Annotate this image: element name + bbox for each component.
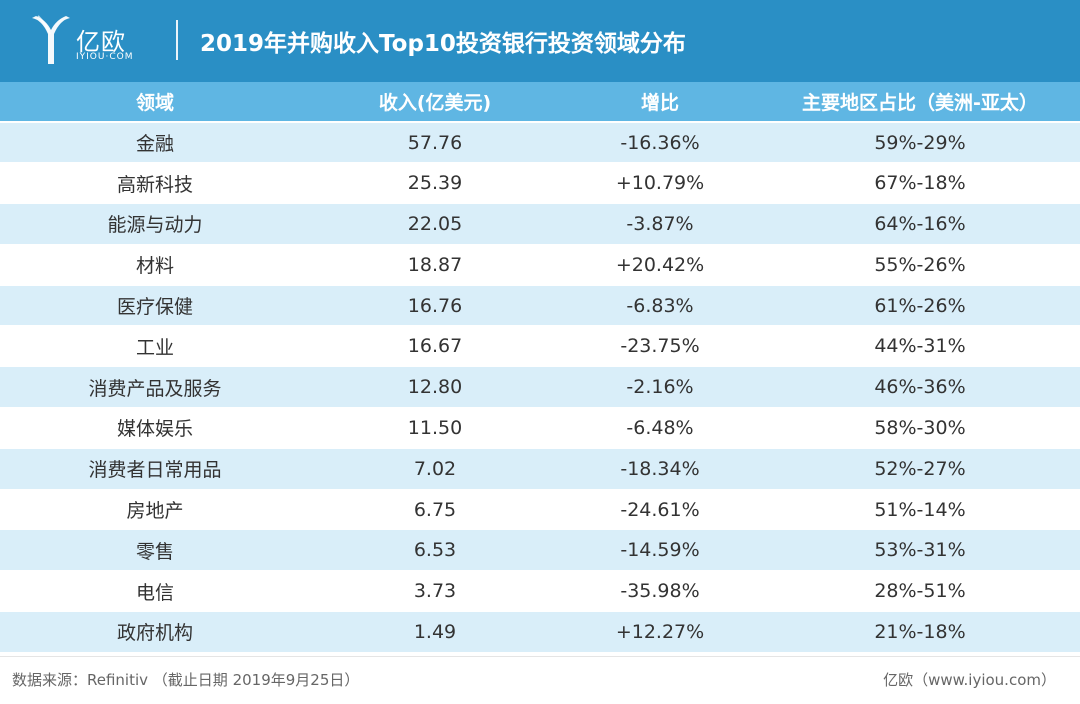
cell-region-share: 28%-51% (760, 570, 1080, 613)
cell-revenue: 6.53 (310, 529, 560, 572)
table-row: 媒体娱乐 11.50 -6.48% 58%-30% (0, 407, 1080, 449)
cell-revenue: 57.76 (310, 122, 560, 164)
cell-domain: 零售 (0, 529, 310, 572)
cell-revenue: 25.39 (310, 162, 560, 205)
cell-growth: -16.36% (560, 122, 760, 164)
cell-domain: 高新科技 (0, 162, 310, 205)
cell-domain: 政府机构 (0, 611, 310, 653)
cell-region-share: 51%-14% (760, 489, 1080, 531)
cell-domain: 消费产品及服务 (0, 366, 310, 409)
data-table: 领域 收入(亿美元) 增比 主要地区占比（美洲-亚太） 金融 57.76 -16.3… (0, 82, 1080, 653)
table-header-row: 领域 收入(亿美元) 增比 主要地区占比（美洲-亚太） (0, 82, 1080, 123)
footer: 数据来源：Refinitiv （截止日期 2019年9月25日） 亿欧（www.… (0, 656, 1080, 704)
cell-region-share: 44%-31% (760, 325, 1080, 368)
column-header-region-share: 主要地区占比（美洲-亚太） (760, 82, 1080, 123)
cell-region-share: 61%-26% (760, 285, 1080, 327)
cell-revenue: 18.87 (310, 244, 560, 286)
cell-revenue: 16.67 (310, 325, 560, 368)
table-row: 消费产品及服务 12.80 -2.16% 46%-36% (0, 366, 1080, 409)
cell-growth: -2.16% (560, 366, 760, 409)
cell-growth: -6.83% (560, 285, 760, 327)
cell-revenue: 16.76 (310, 285, 560, 327)
cell-region-share: 67%-18% (760, 162, 1080, 205)
cell-domain: 电信 (0, 570, 310, 613)
cell-growth: -23.75% (560, 325, 760, 368)
table-row: 政府机构 1.49 +12.27% 21%-18% (0, 611, 1080, 653)
table-row: 消费者日常用品 7.02 -18.34% 52%-27% (0, 448, 1080, 490)
cell-domain: 消费者日常用品 (0, 448, 310, 490)
table-row: 零售 6.53 -14.59% 53%-31% (0, 529, 1080, 572)
table-body: 金融 57.76 -16.36% 59%-29% 高新科技 25.39 +10.79% 67%… (0, 122, 1080, 653)
cell-revenue: 11.50 (310, 407, 560, 449)
iyiou-logo: 亿欧 IYIOU·COM (28, 14, 158, 68)
table-row: 材料 18.87 +20.42% 55%-26% (0, 244, 1080, 286)
page-title: 2019年并购收入Top10投资银行投资领域分布 (200, 31, 686, 57)
source-note: 数据来源：Refinitiv （截止日期 2019年9月25日） (12, 671, 360, 689)
header-divider (176, 20, 178, 60)
cell-revenue: 22.05 (310, 203, 560, 245)
cell-domain: 医疗保健 (0, 285, 310, 327)
column-header-domain: 领域 (0, 82, 310, 123)
cell-growth: -35.98% (560, 570, 760, 613)
cell-region-share: 64%-16% (760, 203, 1080, 245)
table-row: 能源与动力 22.05 -3.87% 64%-16% (0, 203, 1080, 245)
cell-revenue: 6.75 (310, 489, 560, 531)
cell-growth: +12.27% (560, 611, 760, 653)
cell-domain: 能源与动力 (0, 203, 310, 245)
cell-region-share: 53%-31% (760, 529, 1080, 572)
cell-region-share: 21%-18% (760, 611, 1080, 653)
cell-growth: -14.59% (560, 529, 760, 572)
cell-growth: -24.61% (560, 489, 760, 531)
cell-domain: 金融 (0, 122, 310, 164)
table-row: 电信 3.73 -35.98% 28%-51% (0, 570, 1080, 613)
table-row: 医疗保健 16.76 -6.83% 61%-26% (0, 285, 1080, 327)
cell-growth: +10.79% (560, 162, 760, 205)
cell-revenue: 1.49 (310, 611, 560, 653)
cell-growth: -18.34% (560, 448, 760, 490)
logo-mark-icon (32, 15, 70, 64)
cell-revenue: 12.80 (310, 366, 560, 409)
cell-domain: 媒体娱乐 (0, 407, 310, 449)
cell-region-share: 46%-36% (760, 366, 1080, 409)
column-header-growth: 增比 (560, 82, 760, 123)
cell-region-share: 55%-26% (760, 244, 1080, 286)
cell-growth: -3.87% (560, 203, 760, 245)
table-row: 金融 57.76 -16.36% 59%-29% (0, 122, 1080, 164)
cell-domain: 工业 (0, 325, 310, 368)
header-banner: 亿欧 IYIOU·COM 2019年并购收入Top10投资银行投资领域分布 (0, 0, 1080, 82)
cell-region-share: 52%-27% (760, 448, 1080, 490)
table-row: 高新科技 25.39 +10.79% 67%-18% (0, 162, 1080, 205)
table-row: 房地产 6.75 -24.61% 51%-14% (0, 489, 1080, 531)
cell-growth: +20.42% (560, 244, 760, 286)
cell-growth: -6.48% (560, 407, 760, 449)
cell-domain: 材料 (0, 244, 310, 286)
column-header-revenue: 收入(亿美元) (310, 82, 560, 123)
cell-region-share: 58%-30% (760, 407, 1080, 449)
cell-domain: 房地产 (0, 489, 310, 531)
credit-note: 亿欧（www.iyiou.com） (883, 671, 1056, 689)
table-row: 工业 16.67 -23.75% 44%-31% (0, 325, 1080, 368)
cell-revenue: 7.02 (310, 448, 560, 490)
cell-revenue: 3.73 (310, 570, 560, 613)
logo-text: 亿欧 (76, 28, 126, 56)
logo-subtext: IYIOU·COM (76, 52, 134, 62)
cell-region-share: 59%-29% (760, 122, 1080, 164)
